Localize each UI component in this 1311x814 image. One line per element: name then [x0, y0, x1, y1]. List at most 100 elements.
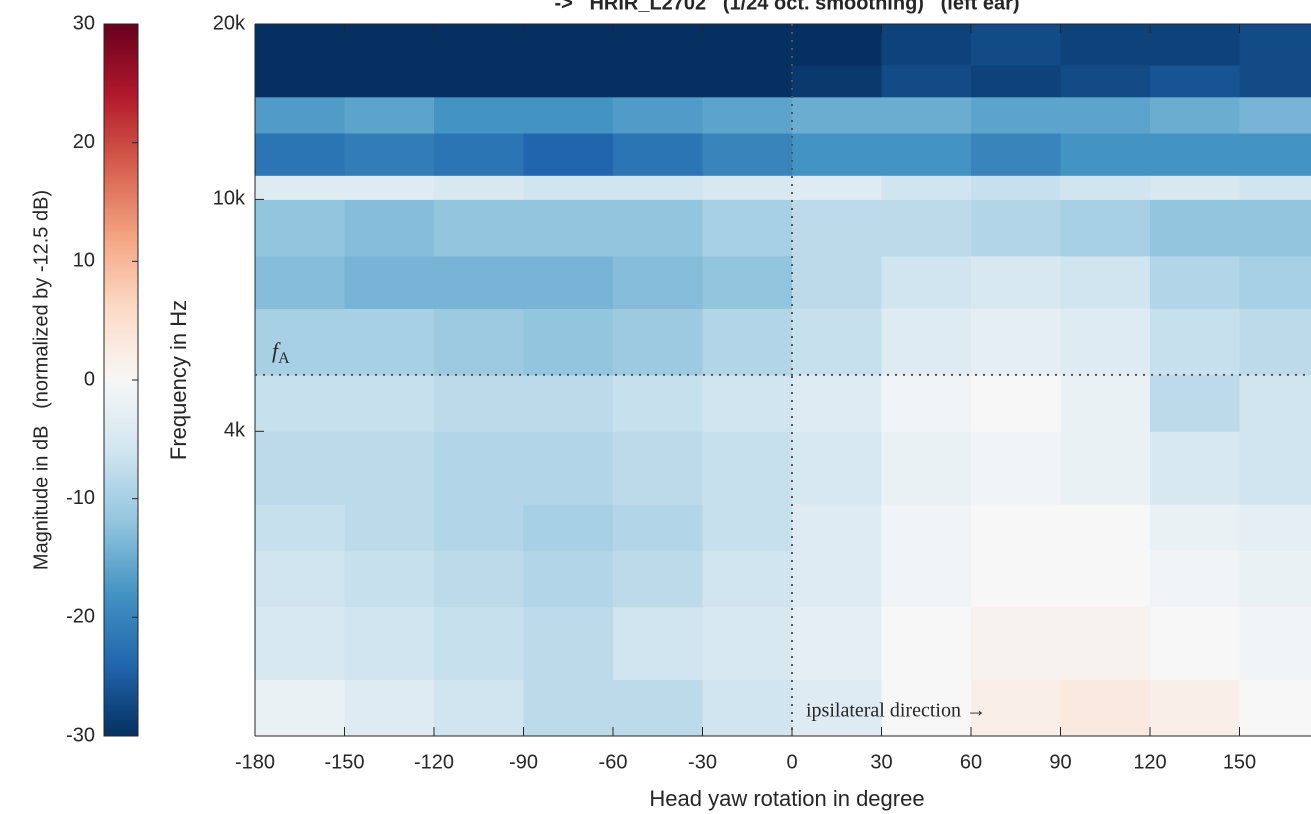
- heatmap-cell: [344, 431, 435, 505]
- heatmap-cell: [434, 255, 524, 309]
- heatmap-cell: [702, 431, 793, 505]
- heatmap-cell: [344, 679, 435, 736]
- heatmap-cell: [881, 199, 972, 257]
- heatmap-cell: [1060, 65, 1151, 98]
- heatmap-cell: [1060, 606, 1151, 681]
- heatmap-cell: [881, 65, 972, 98]
- heatmap-cell: [881, 175, 972, 200]
- heatmap-cell: [792, 96, 882, 134]
- heatmap-cell: [971, 175, 1061, 200]
- heatmap-cell: [1150, 133, 1240, 176]
- colorbar-tick-label: -10: [66, 487, 95, 509]
- heatmap-cell: [1150, 606, 1240, 681]
- heatmap-cell: [792, 606, 882, 681]
- heatmap-cell: [702, 550, 793, 608]
- x-tick-label: 30: [870, 751, 892, 773]
- heatmap-cell: [344, 606, 435, 681]
- heatmap-cell: [1150, 175, 1240, 200]
- heatmap-cell: [971, 24, 1061, 66]
- heatmap-cell: [1239, 24, 1311, 66]
- x-tick-label: 60: [960, 751, 982, 773]
- heatmap-cell: [523, 65, 614, 98]
- heatmap-cell: [971, 504, 1061, 551]
- heatmap-cell: [1150, 96, 1240, 134]
- x-tick-label: -180: [235, 751, 275, 773]
- heatmap-cell: [702, 65, 793, 98]
- heatmap-cell: [881, 133, 972, 176]
- heatmap-cell: [255, 504, 345, 551]
- heatmap-cell: [434, 504, 524, 551]
- heatmap-cell: [255, 308, 345, 376]
- colorbar-tick-label: -20: [66, 606, 95, 628]
- heatmap-cell: [1239, 431, 1311, 505]
- heatmap-cell: [523, 175, 614, 200]
- heatmap-cell: [792, 679, 882, 736]
- heatmap-cell: [792, 199, 882, 257]
- heatmap-cell: [702, 679, 793, 736]
- heatmap-cell: [881, 431, 972, 505]
- x-tick-label: -30: [688, 751, 717, 773]
- heatmap-cell: [702, 96, 793, 134]
- heatmap-cell: [792, 255, 882, 309]
- heatmap-cell: [1150, 199, 1240, 257]
- heatmap-cell: [792, 24, 882, 66]
- heatmap-cell: [523, 606, 614, 681]
- heatmap-cell: [613, 550, 703, 608]
- y-tick-label: 20k: [213, 12, 246, 34]
- heatmap-cell: [702, 308, 793, 376]
- heatmap-cell: [971, 199, 1061, 257]
- heatmap-cell: [344, 550, 435, 608]
- heatmap-cell: [1150, 504, 1240, 551]
- colorbar-tick-label: 10: [73, 250, 95, 272]
- annotation: fA: [272, 338, 290, 367]
- heatmap-cell: [1150, 679, 1240, 736]
- heatmap-cell: [881, 308, 972, 376]
- heatmap-cell: [1060, 504, 1151, 551]
- heatmap-cell: [792, 308, 882, 376]
- heatmap-cell: [523, 308, 614, 376]
- heatmap-cell: [523, 550, 614, 608]
- heatmap-cell: [971, 431, 1061, 505]
- annotation: ipsilateral direction →: [806, 700, 986, 722]
- y-axis-label: Frequency in Hz: [166, 300, 191, 460]
- heatmap-cell: [1239, 308, 1311, 376]
- heatmap-cell: [255, 96, 345, 134]
- heatmap-cell: [971, 96, 1061, 134]
- heatmap: [255, 24, 1311, 736]
- heatmap-cell: [344, 374, 435, 432]
- heatmap-cell: [792, 65, 882, 98]
- heatmap-cell: [881, 374, 972, 432]
- heatmap-cell: [1150, 255, 1240, 309]
- heatmap-cell: [1239, 255, 1311, 309]
- heatmap-cell: [792, 133, 882, 176]
- heatmap-cell: [1060, 255, 1151, 309]
- heatmap-cell: [613, 255, 703, 309]
- heatmap-cell: [523, 374, 614, 432]
- heatmap-cell: [971, 65, 1061, 98]
- heatmap-cell: [702, 504, 793, 551]
- heatmap-cell: [613, 504, 703, 551]
- heatmap-cell: [1150, 308, 1240, 376]
- heatmap-cell: [344, 308, 435, 376]
- heatmap-cell: [613, 679, 703, 736]
- chart-title: -> HRIR_L2702 (1/24 oct. smoothing) (lef…: [554, 0, 1019, 14]
- heatmap-cell: [434, 133, 524, 176]
- heatmap-cell: [971, 550, 1061, 608]
- x-tick-label: 120: [1133, 751, 1166, 773]
- heatmap-cell: [1060, 308, 1151, 376]
- heatmap-cell: [881, 550, 972, 608]
- heatmap-cell: [255, 175, 345, 200]
- heatmap-cell: [1060, 679, 1151, 736]
- x-tick-label: -90: [509, 751, 538, 773]
- heatmap-cell: [344, 175, 435, 200]
- heatmap-cell: [434, 374, 524, 432]
- colorbar-tick-label: 20: [73, 131, 95, 153]
- heatmap-cell: [1239, 175, 1311, 200]
- heatmap-cell: [434, 65, 524, 98]
- heatmap-cell: [255, 679, 345, 736]
- heatmap-cell: [1060, 133, 1151, 176]
- heatmap-cell: [1239, 504, 1311, 551]
- heatmap-cell: [881, 255, 972, 309]
